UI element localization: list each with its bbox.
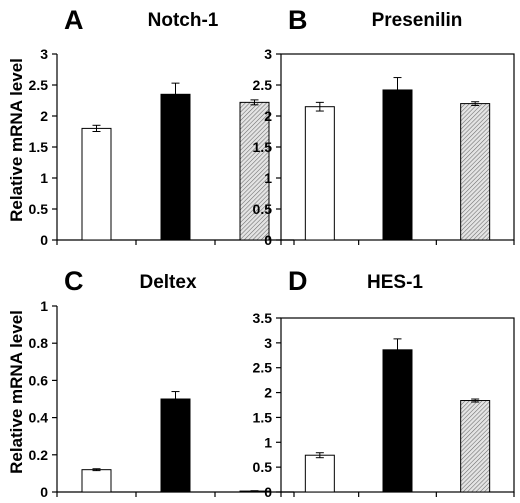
- y-tick-label: 1.5: [253, 409, 273, 425]
- y-axis-label-top: Relative mRNA level: [7, 58, 26, 222]
- error-bar-2: [171, 391, 180, 407]
- panel-title: Notch-1: [148, 10, 219, 31]
- error-bar-1: [315, 101, 324, 112]
- y-tick-label: 0.5: [253, 459, 273, 475]
- y-tick-label: 1: [264, 170, 272, 186]
- error-bar-2: [393, 338, 402, 362]
- panel-d-hes-1: D HES-1 0 0.5 1 1.5 2 2.5 3 3.5: [253, 266, 515, 500]
- panel-letter: C: [64, 266, 84, 296]
- panel-c-deltex: C Deltex 0 0.2 0.4 0.6 0.8 1: [29, 266, 295, 500]
- y-tick-label: 0.5: [253, 201, 273, 217]
- error-bar-3: [471, 398, 480, 403]
- y-tick-label: 1: [264, 434, 272, 450]
- y-tick-label: 0.2: [29, 447, 49, 463]
- y-tick-label: 0.8: [29, 335, 49, 351]
- bar-3: [460, 400, 491, 493]
- error-bar-3: [250, 490, 259, 492]
- y-tick-label: 2: [40, 108, 48, 124]
- panel-a-notch-1: A Notch-1 0 0.5 1 1.5 2 2.5 3: [29, 5, 295, 248]
- bar-1: [81, 469, 112, 493]
- y-tick-label: 0: [264, 232, 272, 248]
- y-tick-label: 3: [40, 46, 48, 62]
- panel-b-presenilin: B Presenilin 0 0.5 1 1.5 2 2.5 3: [253, 5, 515, 248]
- y-tick-label: 3: [264, 335, 272, 351]
- bar-2: [160, 93, 191, 241]
- error-bar-2: [171, 82, 180, 106]
- bar-3: [239, 101, 270, 241]
- y-tick-label: 3: [264, 46, 272, 62]
- y-tick-label: 2: [264, 385, 272, 401]
- error-bar-1: [92, 468, 101, 472]
- y-axis-label-bottom: Relative mRNA level: [7, 310, 26, 474]
- bar-1: [81, 127, 112, 241]
- y-tick-label: 2.5: [253, 77, 273, 93]
- error-bar-1: [315, 452, 324, 459]
- panel-letter: B: [288, 5, 308, 35]
- bar-1: [304, 454, 335, 493]
- y-tick-label: 1.5: [253, 139, 273, 155]
- y-tick-label: 2: [264, 108, 272, 124]
- panel-letter: A: [64, 5, 84, 35]
- y-tick-label: 0: [40, 484, 48, 500]
- bar-2: [382, 89, 413, 241]
- bar-3: [460, 103, 491, 241]
- y-tick-label: 2.5: [253, 360, 273, 376]
- y-tick-label: 0: [40, 232, 48, 248]
- error-bar-1: [92, 124, 101, 132]
- panel-letter: D: [288, 266, 308, 296]
- error-bar-2: [393, 77, 402, 103]
- bar-1: [304, 106, 335, 241]
- y-tick-label: 0.6: [29, 372, 49, 388]
- error-bar-3: [250, 99, 259, 106]
- y-tick-label: 2.5: [29, 77, 49, 93]
- y-tick-label: 1: [40, 170, 48, 186]
- panel-title: HES-1: [367, 272, 423, 293]
- y-tick-label: 0: [264, 484, 272, 500]
- y-tick-label: 1: [40, 298, 48, 314]
- bar-2: [382, 349, 413, 493]
- y-tick-label: 0.5: [29, 201, 49, 217]
- y-tick-label: 1.5: [29, 139, 49, 155]
- panel-title: Deltex: [139, 272, 196, 293]
- error-bar-3: [471, 101, 480, 106]
- bar-2: [160, 398, 191, 493]
- y-tick-label: 3.5: [253, 310, 273, 326]
- panel-title: Presenilin: [372, 10, 463, 31]
- y-tick-label: 0.4: [29, 410, 49, 426]
